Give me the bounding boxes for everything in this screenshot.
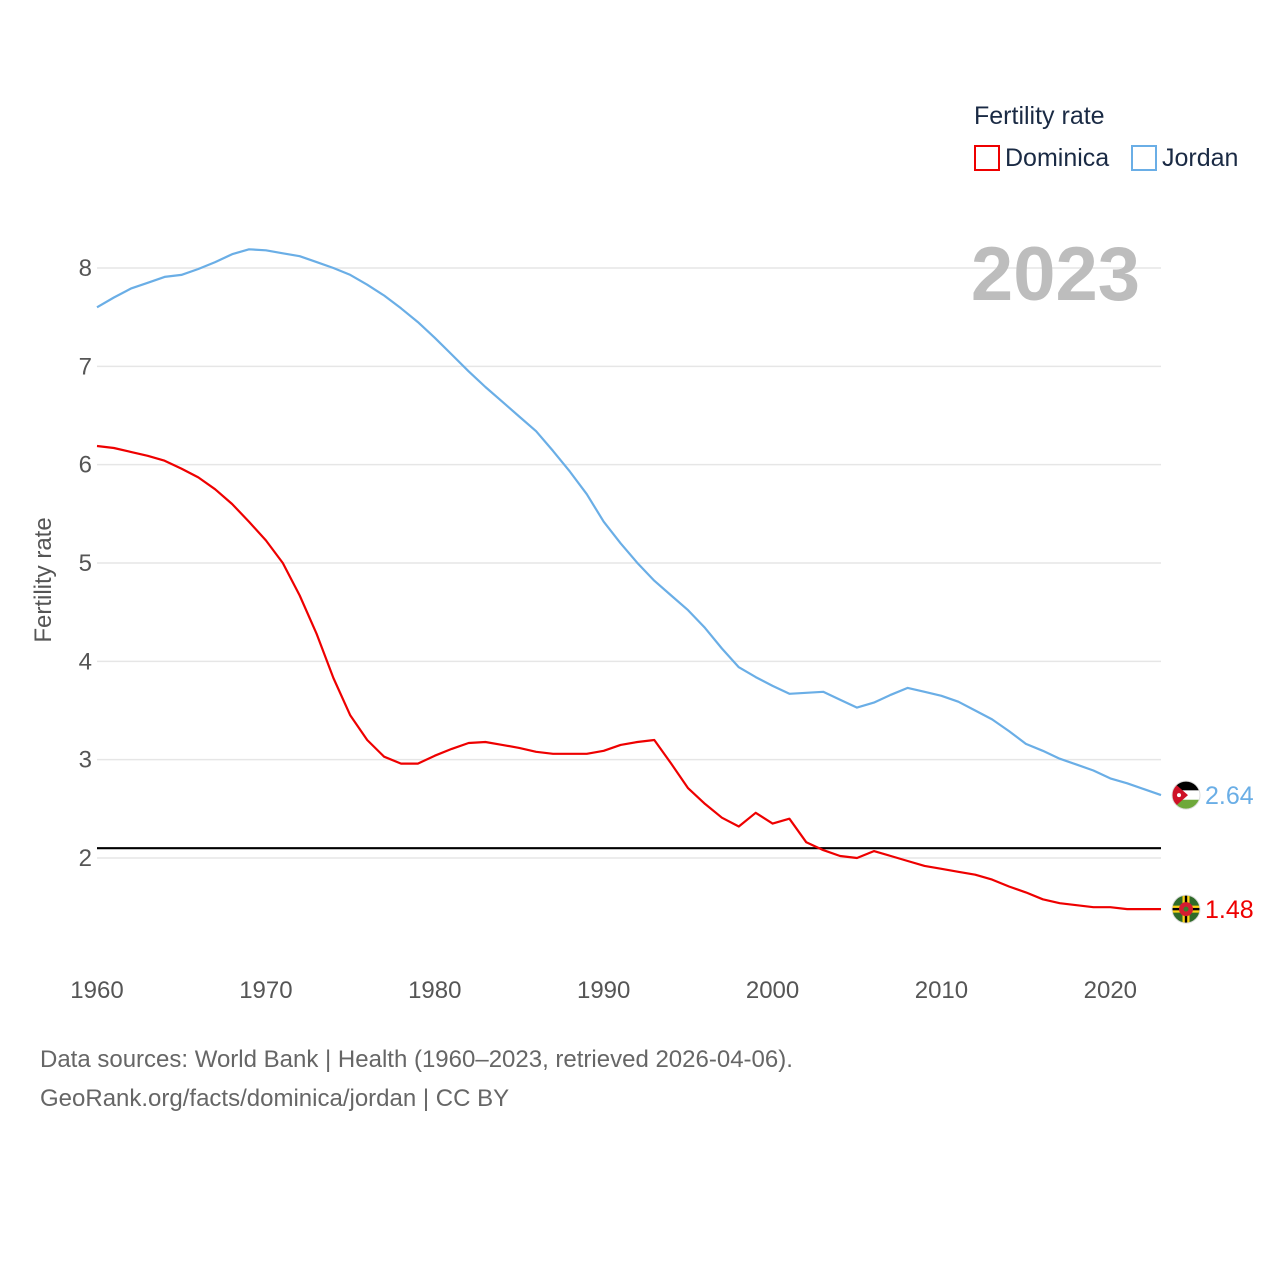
flag-icon-dominica [1171, 894, 1201, 924]
y-axis-title: Fertility rate [30, 517, 57, 642]
y-tick-label: 7 [79, 353, 92, 380]
x-tick-label: 1990 [577, 977, 630, 1004]
legend-swatch-jordan[interactable] [1131, 145, 1157, 171]
x-tick-label: 1980 [408, 977, 461, 1004]
y-tick-label: 4 [79, 648, 92, 675]
x-tick-label: 1960 [70, 977, 123, 1004]
flag-icon-jordan [1171, 780, 1201, 810]
y-tick-label: 3 [79, 747, 92, 774]
legend-label-jordan[interactable]: Jordan [1162, 144, 1238, 172]
x-tick-label: 2020 [1084, 977, 1137, 1004]
end-value-label-dominica: 1.48 [1205, 896, 1254, 924]
series-line-jordan [96, 248, 1162, 797]
legend-label-dominica[interactable]: Dominica [1005, 144, 1109, 172]
legend-title: Fertility rate [974, 102, 1105, 130]
legend: Fertility rate Dominica Jordan [974, 102, 1238, 172]
grid-lines [97, 267, 1161, 859]
x-tick-label: 2010 [915, 977, 968, 1004]
year-label: 2023 [971, 232, 1140, 317]
y-tick-label: 5 [79, 550, 92, 577]
end-markers: 1.48 2.64 [1171, 780, 1254, 924]
end-value-label-jordan: 2.64 [1205, 782, 1254, 810]
x-tick-label: 1970 [239, 977, 292, 1004]
legend-swatch-dominica[interactable] [974, 145, 1000, 171]
x-tick-label: 2000 [746, 977, 799, 1004]
series-lines [96, 248, 1162, 911]
y-axis-ticks: 2 3 4 5 6 7 8 [79, 255, 92, 872]
credit-note: GeoRank.org/facts/dominica/jordan | CC B… [40, 1085, 510, 1112]
y-tick-label: 2 [79, 845, 92, 872]
source-note: Data sources: World Bank | Health (1960–… [40, 1046, 793, 1073]
fertility-chart: 2 3 4 5 6 7 8 1960 1970 1980 1990 2000 2010 2020 Fer… [30, 102, 1254, 1004]
y-tick-label: 8 [79, 255, 92, 282]
x-axis-ticks: 1960 1970 1980 1990 2000 2010 2020 [70, 977, 1137, 1004]
series-line-dominica [96, 444, 1161, 911]
y-tick-label: 6 [79, 452, 92, 479]
